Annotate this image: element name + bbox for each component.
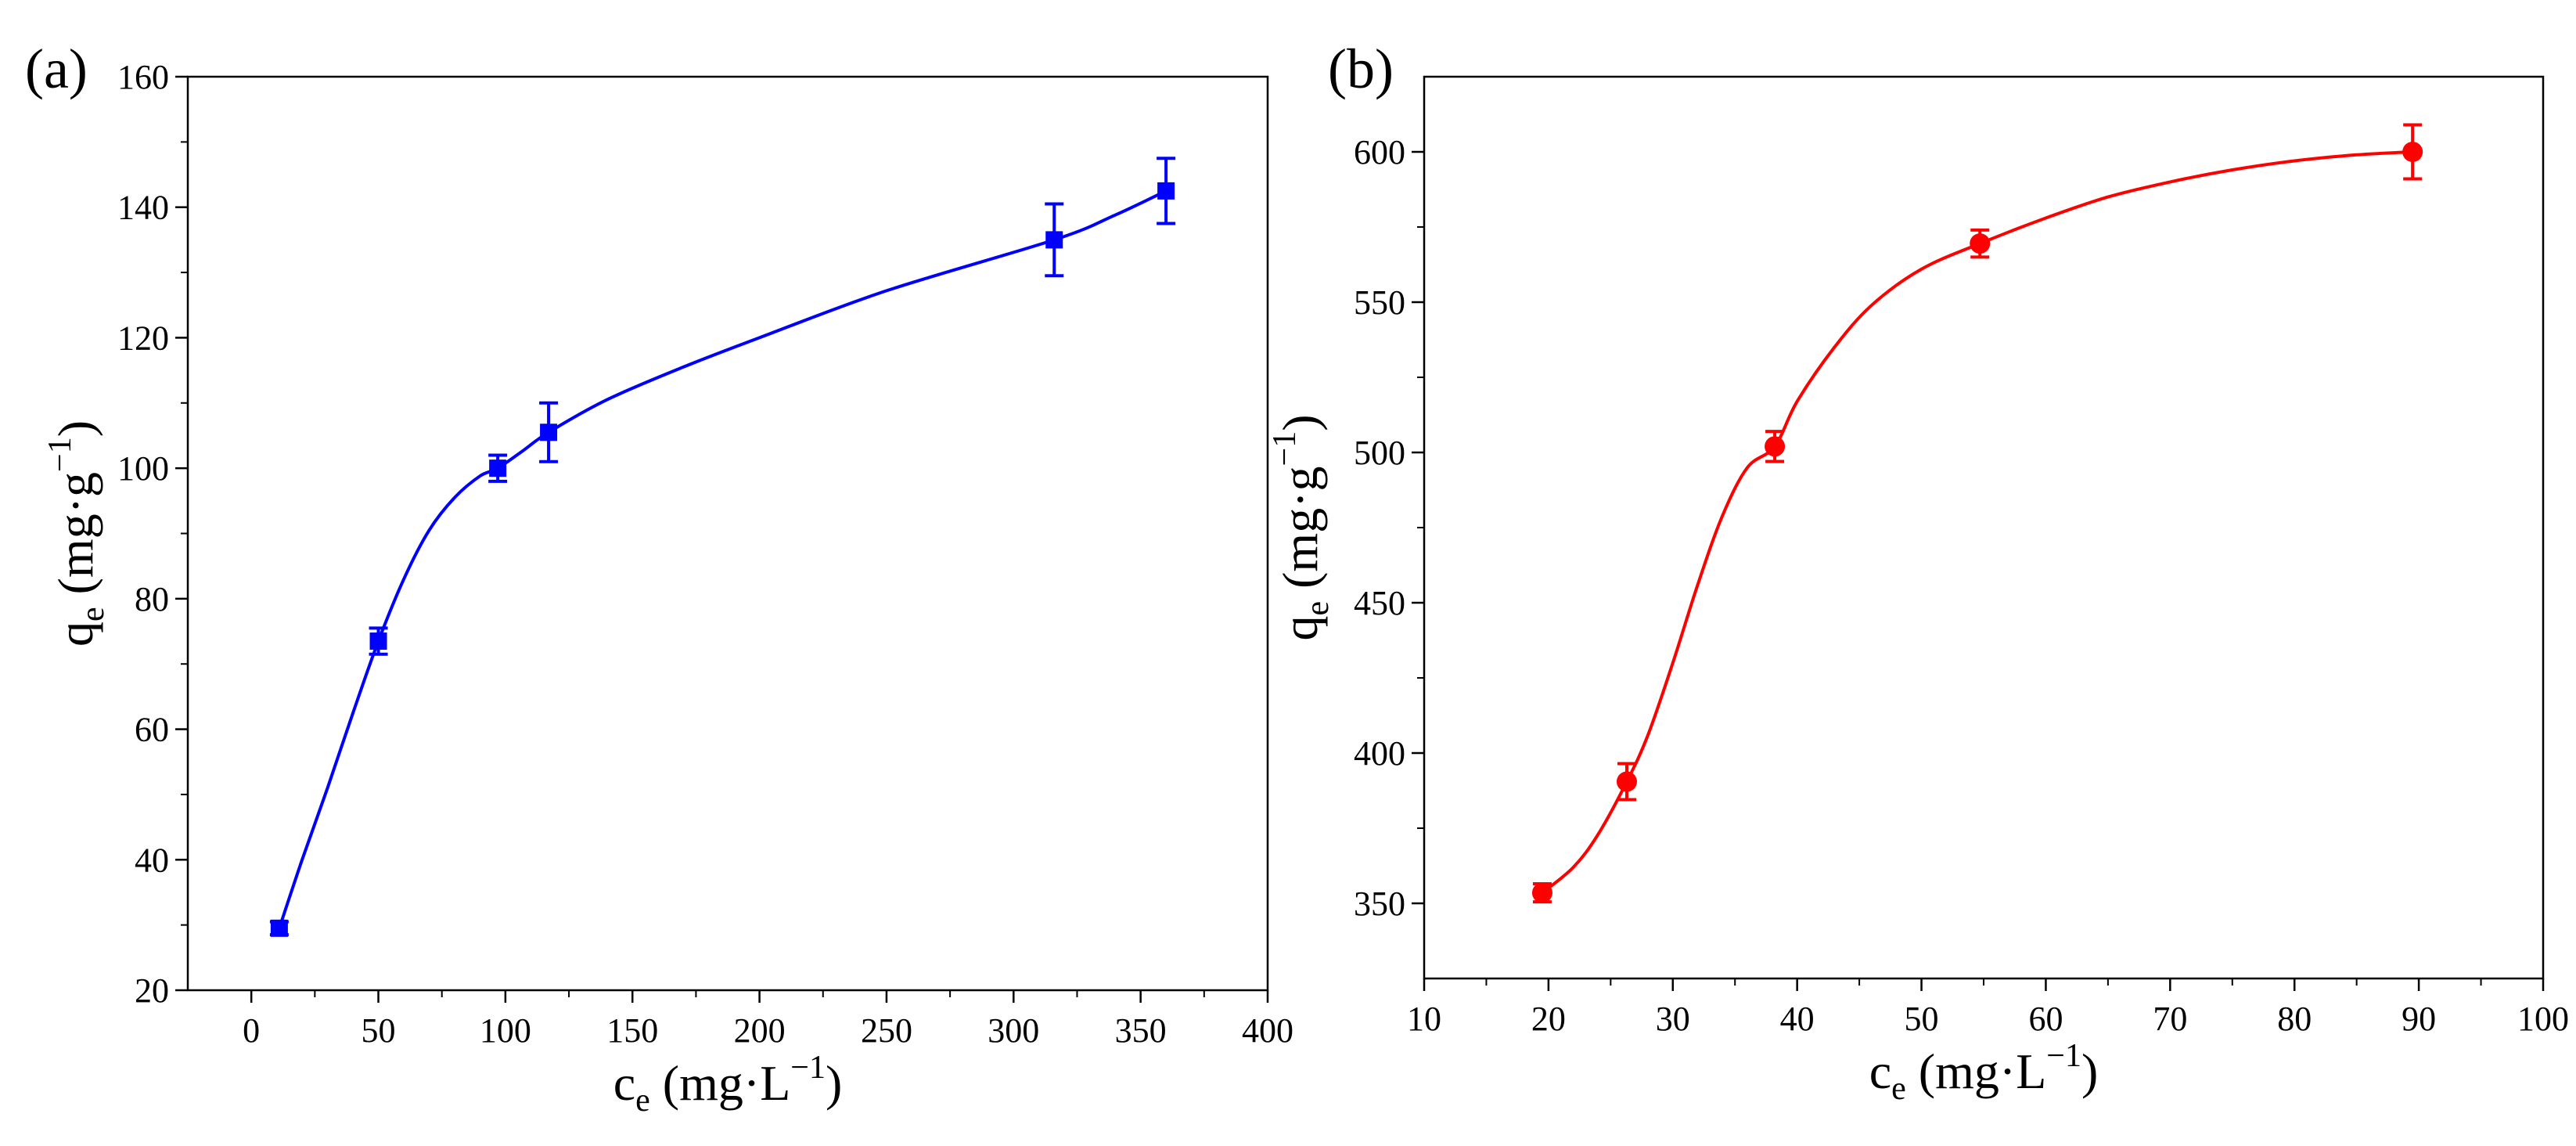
fit-curve-a [278, 189, 1167, 929]
data-point-a-4 [1045, 231, 1063, 249]
x-tick-label-a-200: 200 [734, 1011, 786, 1050]
x-axis-label-b: ce (mg·L−1) [1869, 1038, 2099, 1107]
data-point-a-3 [540, 423, 558, 441]
y-tick-label-b-400: 400 [1354, 734, 1405, 773]
y-tick-label-a-140: 140 [117, 189, 169, 227]
y-tick-label-b-600: 600 [1354, 133, 1405, 171]
data-point-b-4 [2402, 142, 2423, 162]
y-axis-label-b: qe (mg·g−1) [1267, 414, 1336, 640]
data-point-b-0 [1531, 882, 1552, 903]
x-tick-label-a-350: 350 [1115, 1011, 1167, 1050]
x-tick-label-b-50: 50 [1905, 1000, 1939, 1038]
x-tick-label-b-30: 30 [1656, 1000, 1690, 1038]
panel-b: (b) 10 20 30 40 50 60 70 80 90 100 350 400 450 500 55… [1267, 38, 2569, 1107]
x-tick-label-b-80: 80 [2277, 1000, 2312, 1038]
fit-curve-b [1541, 150, 2413, 895]
x-tick-label-a-400: 400 [1242, 1011, 1293, 1050]
x-tick-label-a-300: 300 [988, 1011, 1039, 1050]
y-axis-label-a: qe (mg·g−1) [42, 420, 111, 647]
x-tick-label-a-50: 50 [362, 1011, 396, 1050]
x-tick-label-b-10: 10 [1407, 1000, 1441, 1038]
x-tick-label-b-100: 100 [2517, 1000, 2569, 1038]
y-tick-label-b-450: 450 [1354, 584, 1405, 622]
y-tick-label-a-40: 40 [135, 841, 169, 879]
data-point-a-0 [270, 919, 288, 937]
data-point-b-1 [1616, 771, 1637, 792]
panel-label-a: (a) [25, 38, 88, 100]
x-tick-label-b-90: 90 [2402, 1000, 2436, 1038]
x-tick-label-a-0: 0 [243, 1011, 260, 1050]
y-tick-label-a-20: 20 [135, 971, 169, 1010]
data-point-a-5 [1157, 182, 1175, 200]
plot-frame-a [186, 75, 1269, 992]
x-tick-label-b-20: 20 [1531, 1000, 1566, 1038]
y-tick-label-a-80: 80 [135, 580, 169, 618]
y-tick-label-a-100: 100 [117, 449, 169, 488]
x-tick-label-a-250: 250 [861, 1011, 912, 1050]
panel-a: (a) 0 50 100 150 200 250 300 350 400 20 40 60 80 100… [25, 38, 1293, 1119]
x-axis-label-a: ce (mg·L−1) [613, 1050, 843, 1119]
panel-label-b: (b) [1328, 38, 1394, 100]
y-tick-label-b-500: 500 [1354, 434, 1405, 472]
y-tick-label-b-550: 550 [1354, 283, 1405, 322]
x-tick-label-a-100: 100 [480, 1011, 531, 1050]
data-point-b-3 [1970, 233, 1991, 254]
y-tick-label-a-160: 160 [117, 58, 169, 96]
x-tick-label-a-150: 150 [606, 1011, 658, 1050]
y-tick-label-a-60: 60 [135, 711, 169, 749]
y-tick-label-b-350: 350 [1354, 885, 1405, 923]
data-point-b-2 [1765, 436, 1786, 457]
data-point-a-2 [489, 459, 507, 478]
data-point-a-1 [369, 632, 387, 650]
x-tick-label-b-70: 70 [2153, 1000, 2187, 1038]
y-tick-label-a-120: 120 [117, 319, 169, 357]
x-tick-label-b-40: 40 [1780, 1000, 1815, 1038]
x-tick-label-b-60: 60 [2028, 1000, 2063, 1038]
